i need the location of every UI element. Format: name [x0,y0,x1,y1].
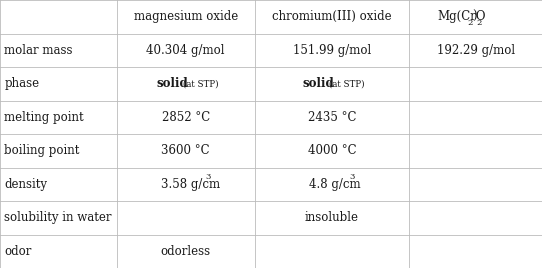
Text: (at STP): (at STP) [183,79,219,88]
Text: insoluble: insoluble [305,211,359,224]
Text: solid: solid [302,77,334,90]
Text: 151.99 g/mol: 151.99 g/mol [293,44,371,57]
Text: ): ) [473,10,477,23]
Text: 2: 2 [476,19,482,27]
Text: boiling point: boiling point [4,144,80,157]
Text: 3: 3 [205,173,211,181]
Text: melting point: melting point [4,111,84,124]
Text: odorless: odorless [160,245,211,258]
Text: molar mass: molar mass [4,44,73,57]
Text: 192.29 g/mol: 192.29 g/mol [436,44,515,57]
Text: solid: solid [156,77,188,90]
Text: 2: 2 [468,19,473,27]
Text: magnesium oxide: magnesium oxide [133,10,238,23]
Text: odor: odor [4,245,32,258]
Text: 40.304 g/mol: 40.304 g/mol [146,44,225,57]
Text: solubility in water: solubility in water [4,211,112,224]
Text: 2435 °C: 2435 °C [308,111,356,124]
Text: 4.8 g/cm: 4.8 g/cm [309,178,361,191]
Text: chromium(III) oxide: chromium(III) oxide [272,10,392,23]
Text: (at STP): (at STP) [330,79,365,88]
Text: phase: phase [4,77,40,90]
Text: 4000 °C: 4000 °C [308,144,356,157]
Text: 3: 3 [350,173,355,181]
Text: 3.58 g/cm: 3.58 g/cm [160,178,220,191]
Text: density: density [4,178,47,191]
Text: Mg(CrO: Mg(CrO [437,10,486,23]
Text: 3600 °C: 3600 °C [162,144,210,157]
Text: 2852 °C: 2852 °C [162,111,210,124]
